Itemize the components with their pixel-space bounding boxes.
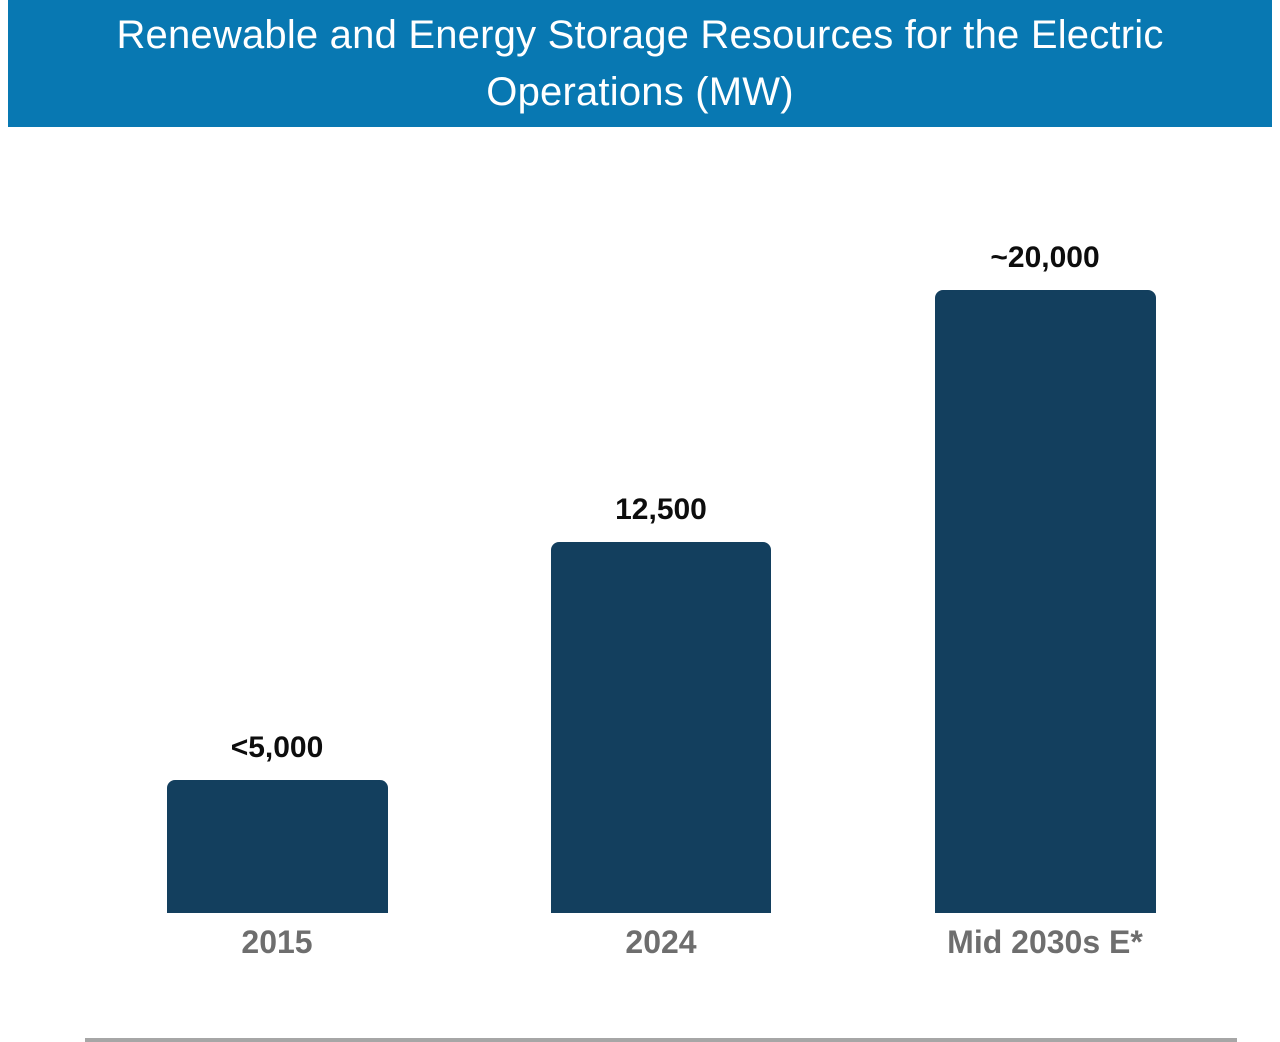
x-axis-line	[85, 1038, 1237, 1042]
value-label-mid-2030s: ~20,000	[990, 241, 1100, 274]
bar-chart: <5,000 2015 12,500 2024 ~20,000 Mid 2030…	[0, 127, 1280, 1042]
tick-label-mid-2030s: Mid 2030s E*	[947, 924, 1143, 960]
bar-2024	[551, 542, 771, 913]
chart-title-line-1: Renewable and Energy Storage Resources f…	[116, 12, 1164, 57]
value-label-2024: 12,500	[615, 493, 707, 526]
bar-2015	[166, 780, 388, 913]
bar-group-mid-2030s: ~20,000 Mid 2030s E*	[934, 241, 1156, 960]
bar-mid-2030s	[934, 290, 1156, 913]
value-label-2015: <5,000	[230, 731, 324, 764]
chart-title-line-2: Operations (MW)	[486, 69, 794, 114]
tick-label-2024: 2024	[625, 924, 697, 960]
title-banner: Renewable and Energy Storage Resources f…	[8, 0, 1272, 127]
tick-label-2015: 2015	[241, 924, 313, 960]
bar-group-2024: 12,500 2024	[551, 493, 771, 960]
bar-group-2015: <5,000 2015	[166, 731, 388, 960]
